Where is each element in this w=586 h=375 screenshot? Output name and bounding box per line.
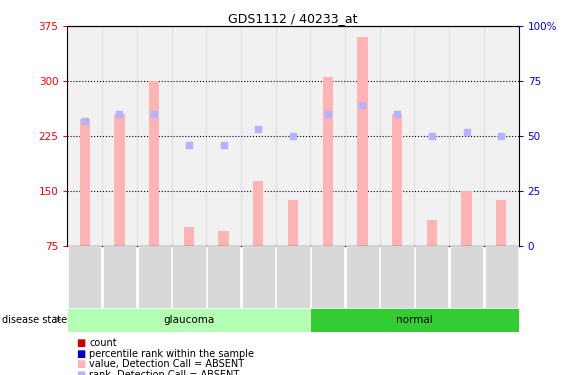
Bar bbox=[67, 308, 311, 332]
Point bbox=[184, 142, 193, 148]
Bar bbox=[380, 26, 414, 246]
Bar bbox=[137, 26, 172, 246]
Bar bbox=[311, 26, 345, 246]
Point bbox=[115, 111, 124, 117]
Bar bbox=[103, 246, 136, 313]
Text: rank, Detection Call = ABSENT: rank, Detection Call = ABSENT bbox=[89, 370, 239, 375]
Bar bbox=[67, 26, 102, 246]
Bar bbox=[172, 246, 206, 313]
Text: ■: ■ bbox=[76, 349, 86, 358]
Bar bbox=[138, 246, 171, 313]
Bar bbox=[322, 78, 333, 246]
Bar bbox=[277, 246, 309, 313]
Bar bbox=[80, 119, 90, 246]
Text: percentile rank within the sample: percentile rank within the sample bbox=[89, 349, 254, 358]
Point bbox=[254, 126, 263, 132]
Bar bbox=[450, 246, 483, 313]
Bar bbox=[149, 81, 159, 246]
Text: normal: normal bbox=[396, 315, 433, 325]
Bar bbox=[275, 26, 311, 246]
Bar bbox=[207, 246, 240, 313]
Text: disease state: disease state bbox=[2, 315, 67, 325]
Bar bbox=[415, 246, 448, 313]
Bar bbox=[102, 26, 137, 246]
Bar bbox=[311, 246, 345, 313]
Bar bbox=[427, 220, 437, 246]
Text: ■: ■ bbox=[76, 370, 86, 375]
Bar bbox=[449, 26, 484, 246]
Bar bbox=[253, 181, 264, 246]
Bar bbox=[219, 231, 229, 246]
Bar bbox=[357, 37, 367, 246]
Bar bbox=[414, 26, 449, 246]
Text: ■: ■ bbox=[76, 338, 86, 348]
Bar bbox=[311, 308, 519, 332]
Text: ■: ■ bbox=[76, 359, 86, 369]
Text: value, Detection Call = ABSENT: value, Detection Call = ABSENT bbox=[89, 359, 244, 369]
Bar bbox=[485, 246, 518, 313]
Point bbox=[149, 111, 159, 117]
Bar bbox=[496, 200, 506, 246]
Bar bbox=[346, 246, 379, 313]
Point bbox=[80, 118, 90, 124]
Bar bbox=[288, 200, 298, 246]
Bar bbox=[380, 246, 414, 313]
Bar bbox=[68, 246, 101, 313]
Bar bbox=[484, 26, 519, 246]
Bar bbox=[345, 26, 380, 246]
Title: GDS1112 / 40233_at: GDS1112 / 40233_at bbox=[229, 12, 357, 25]
Point bbox=[219, 142, 229, 148]
Bar bbox=[206, 26, 241, 246]
Point bbox=[323, 111, 332, 117]
Text: count: count bbox=[89, 338, 117, 348]
Bar bbox=[114, 114, 125, 246]
Point bbox=[462, 129, 471, 135]
Bar bbox=[183, 227, 194, 246]
Text: glaucoma: glaucoma bbox=[163, 315, 214, 325]
Bar bbox=[172, 26, 206, 246]
Point bbox=[393, 111, 402, 117]
Bar bbox=[461, 191, 472, 246]
Point bbox=[288, 133, 298, 139]
Point bbox=[427, 133, 437, 139]
Point bbox=[496, 133, 506, 139]
Point bbox=[357, 102, 367, 108]
Bar bbox=[241, 246, 275, 313]
Bar bbox=[241, 26, 275, 246]
Bar bbox=[392, 114, 403, 246]
